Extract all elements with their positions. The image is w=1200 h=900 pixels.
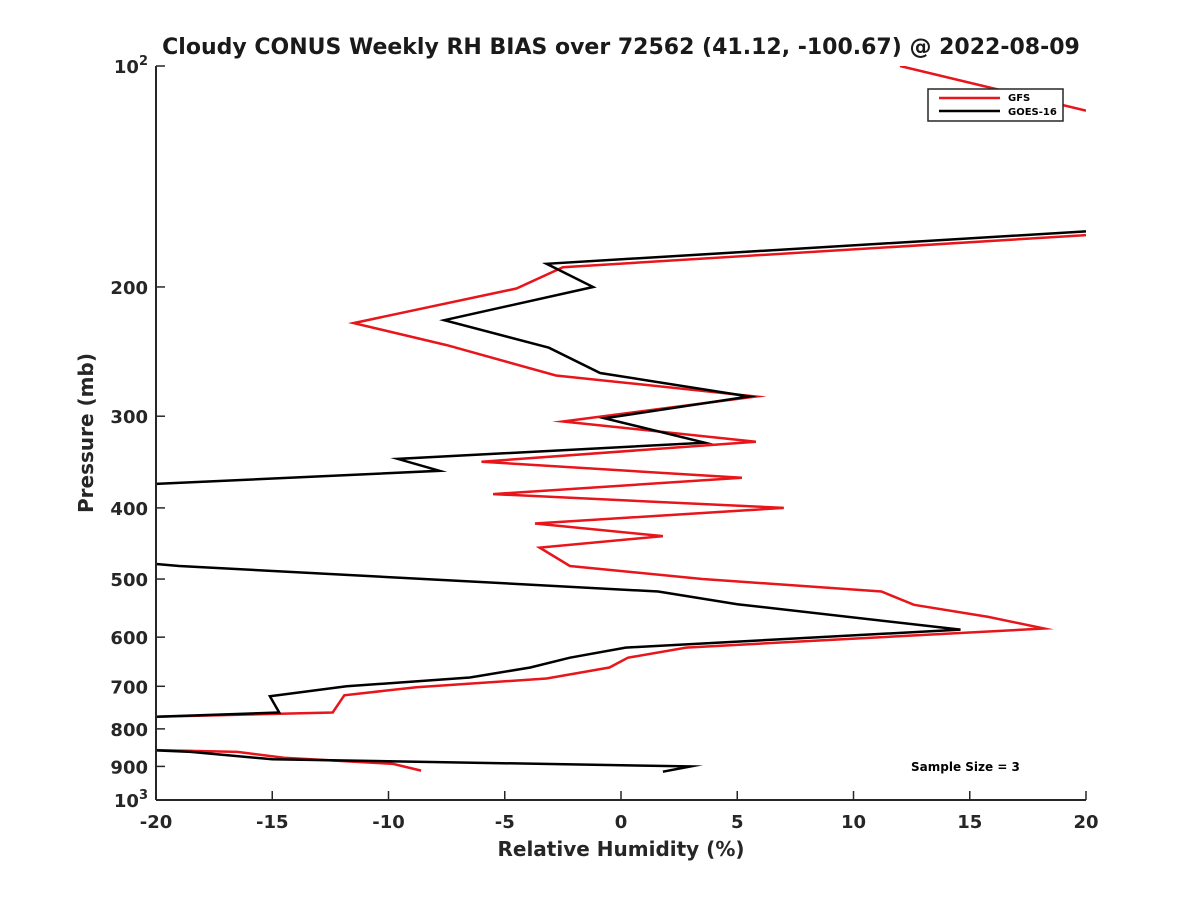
y-tick-label: 700: [110, 677, 148, 698]
y-tick-label: 900: [110, 757, 148, 778]
y-tick-label: 500: [110, 570, 148, 591]
x-tick-label: -20: [140, 812, 173, 833]
legend-label-goes16: GOES-16: [1008, 107, 1057, 118]
y-tick-exponent: 2: [139, 54, 148, 69]
series-line-gfs-1: [156, 233, 1086, 718]
y-tick-base: 10: [114, 791, 139, 812]
y-tick-label: 300: [110, 407, 148, 428]
legend-box: [927, 88, 1064, 122]
y-tick-base: 10: [114, 57, 139, 78]
x-tick-label: 20: [1073, 812, 1098, 833]
y-tick-label: 400: [110, 499, 148, 520]
legend: GFS GOES-16: [927, 88, 1064, 122]
sample-size-annotation: Sample Size = 3: [911, 760, 1020, 774]
y-tick-label: 600: [110, 628, 148, 649]
x-tick-label: -5: [495, 812, 515, 833]
series-line-goes16-2: [156, 749, 703, 773]
x-tick-label: -10: [372, 812, 405, 833]
x-axis-label: Relative Humidity (%): [497, 837, 744, 861]
y-tick-label: 102: [114, 54, 148, 78]
x-tick-label: 5: [731, 812, 744, 833]
series-line-goes16-1: [156, 562, 961, 718]
series-line-gfs-2: [156, 748, 422, 772]
legend-label-gfs: GFS: [1008, 93, 1030, 104]
series-line-goes16-0: [156, 230, 1086, 486]
x-tick-label: -15: [256, 812, 289, 833]
y-axis-label: Pressure (mb): [74, 353, 98, 513]
y-tick-label: 800: [110, 720, 148, 741]
x-tick-label: 10: [841, 812, 866, 833]
y-tick-label: 103: [114, 788, 148, 812]
x-tick-label: 15: [957, 812, 982, 833]
y-tick-exponent: 3: [139, 788, 148, 803]
x-tick-label: 0: [615, 812, 628, 833]
chart-title: Cloudy CONUS Weekly RH BIAS over 72562 (…: [162, 35, 1080, 60]
y-tick-label: 200: [110, 278, 148, 299]
